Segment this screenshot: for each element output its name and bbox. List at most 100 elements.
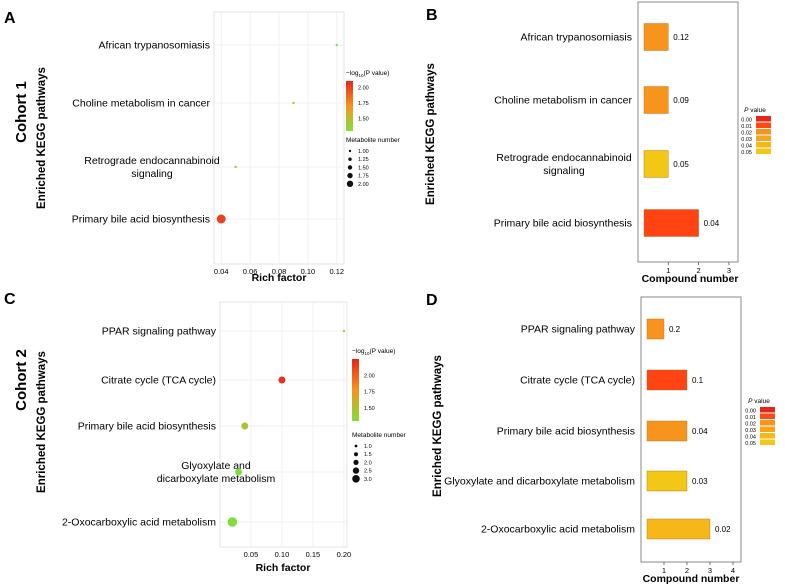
chart-B: 1 2 3 African trypanosomiasis 0.12 Choline me… <box>494 1 771 285</box>
category-label: Choline metabolism in cancer <box>494 95 632 107</box>
size-legend-label: 2.5 <box>364 469 372 475</box>
x-tick-label: 4 <box>731 566 735 575</box>
size-legend-dot <box>352 475 360 483</box>
category-label-line: signaling <box>131 168 173 180</box>
y-axis-label: Enriched KEGG pathways <box>36 67 48 209</box>
x-tick-label: 0.15 <box>306 550 321 559</box>
category-label-line: Retrograde endocannabinoid <box>84 155 220 167</box>
size-legend-dot <box>347 165 353 170</box>
color-legend-title-prefix: −log <box>346 70 359 77</box>
chart-D: 1 2 3 4 PPAR signaling pathway 0.2 Citrate cyc… <box>444 296 775 585</box>
category-label: Retrograde endocannabinoid signaling <box>496 152 632 177</box>
legend: −log10(P value) 2.00 1.75 1.50 Metabolite nu… <box>352 348 407 483</box>
pvalue-legend-label: 0.03 <box>745 428 756 434</box>
category-label: PPAR signaling pathway <box>521 324 636 336</box>
pvalue-legend-swatch <box>760 413 775 419</box>
color-legend-tick: 1.75 <box>358 101 369 107</box>
size-legend-title: Metabolite number <box>352 432 407 439</box>
data-point <box>292 101 295 105</box>
pvalue-legend-label: 0.05 <box>745 441 756 447</box>
pvalue-legend-label: 0.04 <box>741 143 752 149</box>
bar <box>646 470 688 492</box>
x-axis-label: Rich factor <box>252 272 307 284</box>
x-tick-label: 2 <box>697 266 701 275</box>
x-tick-label: 0.06 <box>243 267 258 276</box>
data-point <box>234 165 237 169</box>
category-label: African trypanosomiasis <box>99 40 210 52</box>
pvalue-legend-title: P value <box>748 398 770 405</box>
bar-value-label: 0.04 <box>704 219 720 228</box>
y-axis-label: Enriched KEGG pathways <box>36 351 48 493</box>
color-legend-title: −log10(P value) <box>352 348 395 356</box>
pvalue-legend-swatch <box>756 142 771 148</box>
category-label: African trypanosomiasis <box>521 32 632 44</box>
data-point <box>235 468 243 476</box>
x-tick-label: 0.05 <box>244 550 259 559</box>
size-legend-title: Metabolite number <box>346 137 401 144</box>
x-tick-label: 3 <box>708 566 712 575</box>
color-legend-tick: 1.50 <box>358 117 369 123</box>
panel-letter-D: D <box>426 292 438 309</box>
category-label: PPAR signaling pathway <box>102 326 217 338</box>
data-point <box>216 214 226 224</box>
bar-value-label: 0.04 <box>692 427 708 436</box>
size-legend-dot <box>348 157 352 161</box>
bar <box>643 209 699 237</box>
x-tick-label: 0.20 <box>337 550 352 559</box>
category-label: Primary bile acid biosynthesis <box>72 214 210 226</box>
color-legend-title-suffix: (P value) <box>370 348 396 355</box>
category-label: Choline metabolism in cancer <box>72 98 210 110</box>
x-tick-label: 1 <box>662 566 666 575</box>
size-legend-label: 1.25 <box>358 157 369 163</box>
pvalue-legend-label: 0.02 <box>745 421 756 427</box>
color-legend-title-suffix: (P value) <box>364 70 390 77</box>
pvalue-legend-label: 0.05 <box>741 150 752 156</box>
size-legend-dot <box>354 452 358 457</box>
bar-value-label: 0.03 <box>692 477 708 486</box>
x-axis-label: Compound number <box>643 573 740 585</box>
x-tick-label: 2 <box>685 566 689 575</box>
color-legend-tick: 1.75 <box>364 390 375 396</box>
pvalue-legend-label: 0.01 <box>741 124 752 130</box>
color-bar <box>352 359 359 421</box>
size-legend-label: 2.00 <box>358 182 369 188</box>
pvalue-legend-label: 0.03 <box>741 137 752 143</box>
size-legend-label: 1.5 <box>364 452 372 458</box>
size-legend-dot <box>348 149 352 153</box>
category-label: 2-Oxocarboxylic acid metabolism <box>481 524 635 536</box>
pvalue-legend-label: 0.00 <box>741 117 752 123</box>
data-point <box>335 43 338 47</box>
legend: −log10(P value) 2.00 1.75 1.50 Metabolite nu… <box>346 70 401 188</box>
size-legend-dot <box>352 467 360 474</box>
category-label-line: Retrograde endocannabinoid <box>496 152 632 164</box>
pvalue-legend-title-rest: value <box>748 107 766 114</box>
data-point <box>227 517 238 527</box>
x-tick-label: 0.10 <box>275 550 290 559</box>
cohort-1-label: Cohort 1 <box>13 81 30 143</box>
category-label: Primary bile acid biosynthesis <box>497 426 635 438</box>
size-legend-label: 2.0 <box>364 460 372 466</box>
category-label: Primary bile acid biosynthesis <box>494 218 632 230</box>
panel-letter-A: A <box>4 10 16 27</box>
chart-A: 0.04 0.06 0.08 0.10 0.12 African trypanosomia… <box>72 11 401 284</box>
pvalue-legend-swatch <box>756 148 771 154</box>
legend: P value 0.000.010.020.030.040.05 <box>745 398 775 447</box>
x-axis-label: Compound number <box>642 273 739 285</box>
pvalue-legend-label: 0.00 <box>745 408 756 414</box>
bar-value-label: 0.09 <box>673 96 689 105</box>
legend: P value 0.000.010.020.030.040.05 <box>741 107 771 156</box>
category-label: Primary bile acid biosynthesis <box>78 421 216 433</box>
bar-value-label: 0.02 <box>715 525 731 534</box>
size-legend-dot <box>346 180 354 187</box>
pvalue-legend-title-rest: value <box>752 398 770 405</box>
category-label: Citrate cycle (TCA cycle) <box>101 375 216 387</box>
panel-letter-C: C <box>4 291 16 308</box>
pvalue-legend-label: 0.04 <box>745 434 756 440</box>
pvalue-legend-swatch <box>760 426 775 432</box>
x-tick-label: 0.12 <box>329 267 344 276</box>
x-tick-label: 0.04 <box>214 267 229 276</box>
category-label-line: dicarboxylate metabolism <box>157 473 276 485</box>
pvalue-legend-swatch <box>760 407 775 413</box>
category-label: 2-Oxocarboxylic acid metabolism <box>62 517 216 529</box>
